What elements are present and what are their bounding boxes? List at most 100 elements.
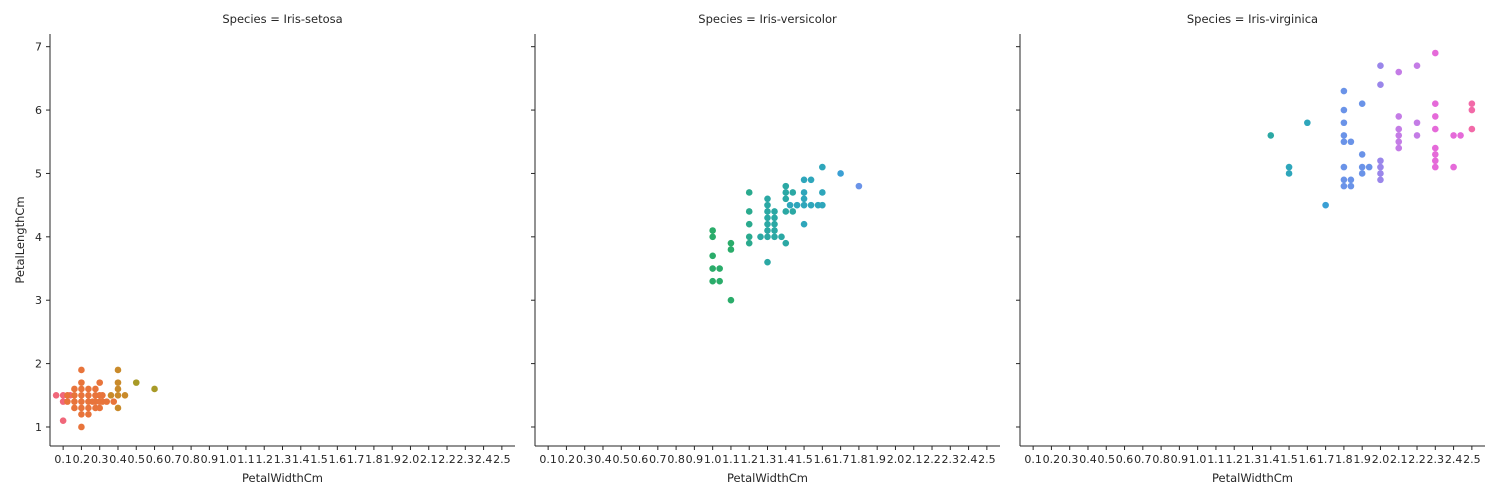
data-point	[1377, 176, 1384, 184]
data-point	[778, 233, 785, 241]
x-tick-label: 2.1	[420, 453, 438, 466]
data-point	[1457, 132, 1464, 139]
data-point	[764, 214, 771, 222]
x-tick-label: 1.4	[292, 453, 310, 466]
data-point	[727, 296, 735, 304]
x-tick-label: 2.0	[1372, 453, 1390, 466]
y-tick-label: 1	[35, 421, 42, 434]
x-tick-label: 2.3	[942, 453, 960, 466]
data-point	[1340, 176, 1348, 184]
x-tick-label: 2.0	[887, 453, 905, 466]
data-point	[1432, 113, 1439, 120]
data-point	[764, 195, 771, 203]
data-point	[1450, 132, 1457, 139]
data-point	[1395, 68, 1403, 76]
x-tick-label: 1.8	[850, 453, 868, 466]
x-tick-label: 2.5	[493, 453, 511, 466]
x-tick-label: 0.8	[1152, 453, 1170, 466]
data-point	[837, 170, 844, 177]
data-point	[71, 404, 78, 412]
x-tick-label: 1.8	[365, 453, 383, 466]
data-point	[789, 208, 797, 215]
data-point	[1347, 138, 1355, 146]
data-point	[114, 385, 122, 393]
x-tick-label: 0.6	[146, 453, 164, 466]
x-tick-label: 1.2	[255, 453, 273, 466]
data-point	[745, 239, 753, 247]
data-point	[1347, 182, 1355, 190]
data-point	[1340, 138, 1348, 146]
data-point	[85, 411, 92, 418]
data-point	[1340, 87, 1348, 95]
data-point	[1432, 157, 1439, 165]
x-tick-label: 0.2	[1043, 453, 1061, 466]
data-point	[745, 189, 753, 196]
x-tick-label: 0.5	[613, 453, 631, 466]
x-tick-label: 2.2	[438, 453, 456, 466]
x-tick-label: 1.3	[1244, 453, 1262, 466]
data-point	[1358, 163, 1366, 171]
x-tick-label: 0.1	[54, 453, 72, 466]
x-tick-label: 1.0	[219, 453, 237, 466]
data-point	[1377, 157, 1384, 165]
x-tick-label: 1.4	[777, 453, 795, 466]
data-point	[745, 233, 753, 241]
data-point	[1347, 176, 1355, 184]
data-point	[1432, 151, 1439, 158]
x-tick-label: 1.0	[704, 453, 722, 466]
data-point	[89, 398, 96, 405]
data-point	[1358, 100, 1366, 108]
x-tick-label: 0.1	[1024, 453, 1042, 466]
data-point	[764, 233, 771, 241]
data-point	[716, 265, 723, 272]
x-tick-label: 2.5	[1463, 453, 1481, 466]
data-point	[1340, 182, 1348, 190]
y-tick-label: 2	[35, 358, 42, 371]
data-point	[78, 379, 85, 386]
data-point	[800, 195, 808, 203]
data-point	[78, 404, 85, 412]
data-point	[1340, 119, 1348, 127]
data-point	[121, 391, 129, 399]
data-point	[64, 391, 71, 399]
x-tick-label: 0.9	[201, 453, 219, 466]
data-point	[800, 220, 808, 228]
x-tick-label: 1.5	[1280, 453, 1298, 466]
y-tick-label: 6	[35, 104, 42, 117]
data-point	[800, 176, 808, 184]
data-point	[96, 398, 103, 405]
x-tick-label: 1.1	[1207, 453, 1225, 466]
data-point	[1377, 170, 1384, 177]
data-point	[85, 385, 92, 393]
x-tick-label: 1.3	[759, 453, 777, 466]
data-point	[771, 227, 778, 234]
data-point	[807, 201, 815, 209]
data-point	[771, 220, 778, 228]
x-tick-label: 1.1	[722, 453, 740, 466]
y-tick-label: 5	[35, 167, 42, 180]
x-tick-label: 0.6	[1116, 453, 1134, 466]
x-tick-label: 0.3	[91, 453, 109, 466]
x-tick-label: 1.6	[814, 453, 832, 466]
x-tick-label: 2.1	[1390, 453, 1408, 466]
x-tick-label: 0.4	[109, 453, 127, 466]
data-point	[819, 201, 826, 209]
data-point	[71, 391, 78, 399]
x-tick-label: 0.2	[73, 453, 91, 466]
x-tick-label: 0.4	[594, 453, 612, 466]
data-point	[764, 201, 771, 209]
x-tick-label: 0.7	[164, 453, 182, 466]
x-tick-label: 0.4	[1079, 453, 1097, 466]
data-point	[114, 391, 122, 399]
data-point	[1285, 163, 1293, 171]
data-point	[71, 398, 78, 405]
data-point	[1340, 163, 1348, 171]
x-tick-label: 0.9	[686, 453, 704, 466]
x-tick-label: 2.4	[1445, 453, 1463, 466]
facet-title-2: Species = Iris-virginica	[1187, 12, 1318, 26]
data-point	[782, 195, 790, 203]
x-tick-label: 0.5	[1098, 453, 1116, 466]
data-point	[78, 366, 85, 374]
data-point	[71, 385, 78, 393]
data-point	[782, 182, 790, 190]
